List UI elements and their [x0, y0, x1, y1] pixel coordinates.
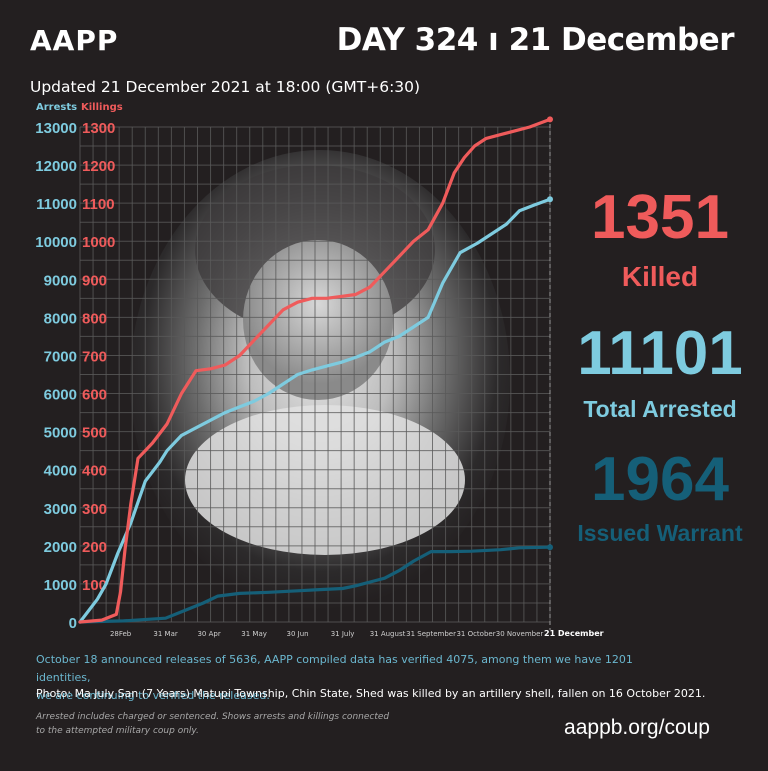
release-note-line-1: October 18 announced releases of 5636, A… [36, 653, 633, 684]
killings-tick-label: 900 [82, 272, 107, 289]
x-tick-label: 30 Apr [197, 630, 220, 638]
arrests-tick-label: 11000 [36, 196, 77, 213]
footnote: Arrested includes charged or sentenced. … [36, 710, 436, 738]
arrests-tick-label: 0 [69, 615, 77, 632]
x-tick-label: 31 August [370, 630, 406, 638]
killed-count: 1351 [591, 183, 729, 252]
series-line-issued-warrant [78, 545, 552, 624]
updated-timestamp: Updated 21 December 2021 at 18:00 (GMT+6… [30, 78, 421, 96]
total-arrested-label: Total Arrested [583, 396, 737, 422]
arrests-tick-label: 9000 [44, 272, 77, 289]
arrests-axis-label: Arrests [36, 102, 77, 113]
arrests-tick-label: 5000 [44, 425, 77, 442]
killings-tick-label: 200 [82, 539, 107, 556]
arrests-tick-label: 6000 [44, 387, 77, 404]
release-note-line-2: we are continuing to verified the releas… [36, 689, 270, 702]
photo-credit: Photo: Ma July San (7 Years) Matupi Town… [36, 687, 706, 700]
x-tick-label: 31 October [456, 630, 495, 638]
x-tick-label: 31 July [331, 630, 355, 638]
arrests-tick-label: 1000 [44, 577, 77, 594]
x-tick-label: 30 November [496, 630, 544, 638]
arrests-tick-label: 8000 [44, 310, 77, 327]
x-tick-label: 31 Mar [153, 630, 177, 638]
series-line-killings [78, 117, 552, 624]
killings-axis-label: Killings [81, 102, 123, 113]
killings-tick-label: 800 [82, 310, 107, 327]
background-photo [130, 150, 510, 610]
arrests-tick-label: 12000 [35, 158, 77, 175]
arrests-tick-label: 2000 [44, 539, 77, 556]
series-end-point [547, 544, 553, 551]
issued-warrant-count: 1964 [591, 445, 729, 514]
brand-logo-text: AAPP [30, 24, 119, 57]
killings-tick-label: 600 [82, 387, 107, 404]
release-note: October 18 announced releases of 5636, A… [36, 651, 676, 705]
killings-tick-label: 400 [82, 463, 107, 480]
issued-warrant-label: Issued Warrant [577, 520, 743, 546]
killings-tick-label: 100 [82, 577, 107, 594]
killings-tick-label: 1200 [82, 158, 115, 175]
arrests-tick-label: 4000 [44, 463, 77, 480]
footnote-line-1: Arrested includes charged or sentenced. … [36, 712, 390, 722]
x-tick-label: 31 September [406, 630, 456, 638]
x-tick-label: 30 Jun [287, 630, 309, 638]
arrests-tick-label: 7000 [44, 348, 77, 365]
arrests-tick-label: 10000 [35, 234, 77, 251]
x-tick-label: 31 May [241, 630, 267, 638]
killings-tick-label: 700 [82, 348, 107, 365]
killings-tick-label: 1300 [82, 120, 115, 137]
chart-grid [79, 117, 551, 630]
total-arrested-count: 11101 [577, 319, 743, 388]
killings-tick-label: 500 [82, 425, 107, 442]
killings-tick-label: 300 [82, 501, 107, 518]
series-line-arrests [78, 197, 552, 624]
chart-axes: Arrests Killings 0 1000 2000 3000 4000 5000 6000… [35, 102, 603, 638]
source-url: aappb.org/coup [564, 716, 710, 739]
chart-series [78, 116, 553, 624]
killings-tick-label: 1000 [82, 234, 115, 251]
x-tick-label: 28Feb [110, 630, 132, 638]
series-end-point [547, 196, 553, 203]
killed-label: Killed [621, 261, 699, 292]
arrests-tick-label: 13000 [35, 120, 77, 137]
killings-tick-label: 1100 [82, 196, 115, 213]
arrests-tick-label: 3000 [44, 501, 77, 518]
series-end-point [547, 116, 553, 123]
footnote-line-2: to the attempted military coup only. [36, 726, 199, 736]
x-tick-label: 21 December [544, 629, 604, 638]
day-date-title: DAY 324 ı 21 December [336, 22, 735, 58]
